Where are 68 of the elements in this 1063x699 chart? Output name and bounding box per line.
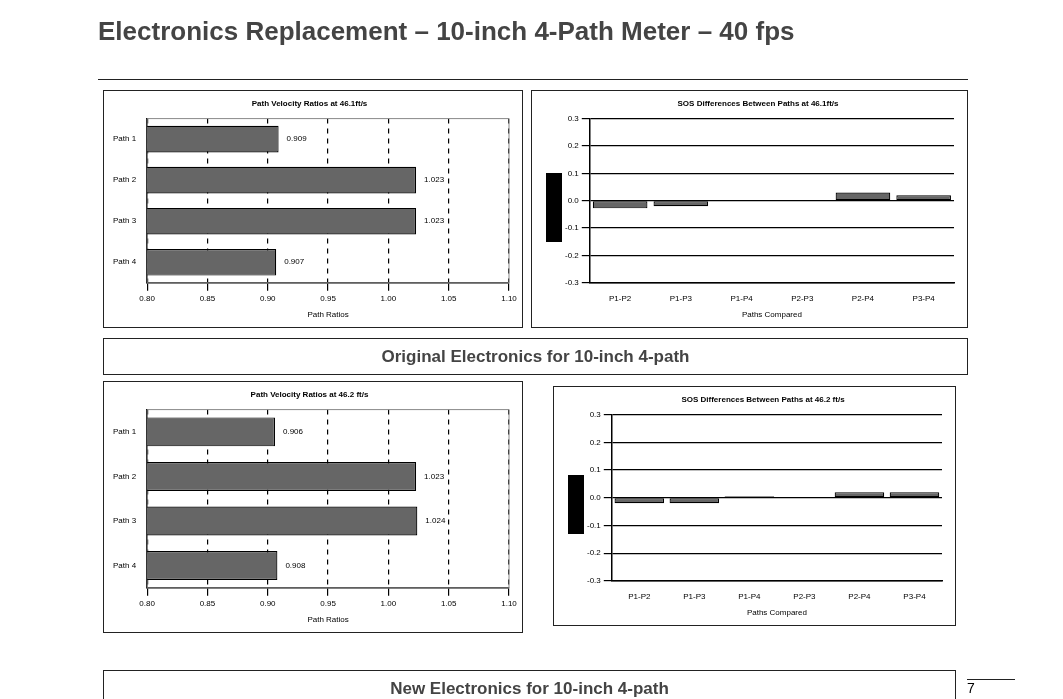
x-axis-title: Paths Compared [741, 310, 802, 320]
data-label: 0.908 [285, 560, 306, 570]
y-tick-label: Path 4 [112, 560, 137, 570]
data-label: 0.906 [282, 427, 304, 437]
data-label: 1.024 [425, 516, 446, 526]
x-tick-label: P1-P3 [669, 293, 693, 303]
y-tick-label: Path 2 [112, 471, 137, 481]
y-tick-label: Path 3 [112, 216, 137, 226]
text: Original Electronics for 10-inch 4-path [381, 346, 690, 367]
y-tick-label: 0.2 [589, 437, 602, 447]
y-tick-label: Path 4 [112, 257, 137, 267]
y-tick-label: Path 1 [112, 427, 137, 437]
x-tick-label: 1.10 [501, 598, 518, 608]
x-tick-label: 1.00 [380, 293, 397, 303]
x-tick-label: 0.80 [139, 293, 156, 303]
chart-title: SOS Differences Between Paths at 46.2 ft/s [681, 395, 846, 404]
x-tick-label: P1-P4 [738, 591, 762, 601]
y-tick-label: 0.1 [567, 168, 580, 178]
text: Electronics Replacement – 10-inch 4-Path Meter – 40 fps [98, 16, 795, 47]
x-tick-label: P1-P3 [683, 591, 707, 601]
text: 7 [967, 679, 1015, 696]
chart-title: Path Velocity Ratios at 46.1ft/s [251, 99, 368, 108]
text: New Electronics for 10-inch 4-path [390, 678, 669, 699]
y-tick-label: 0.3 [589, 409, 602, 419]
x-axis-title: Paths Compared [746, 608, 807, 618]
data-label: 1.023 [424, 175, 445, 185]
y-tick-label: 0.1 [589, 465, 602, 475]
x-tick-label: 0.85 [199, 293, 216, 303]
y-tick-label: -0.2 [564, 250, 580, 260]
x-tick-label: P2-P4 [851, 293, 875, 303]
x-tick-label: 0.95 [320, 598, 337, 608]
x-axis-title: Path Ratios [307, 615, 349, 625]
y-tick-label: -0.1 [586, 520, 602, 530]
data-label: 1.023 [424, 216, 445, 226]
x-tick-label: 1.05 [440, 598, 458, 608]
y-tick-label: -0.3 [586, 576, 602, 585]
y-tick-label: 0.2 [567, 141, 580, 151]
y-tick-label: 0.0 [567, 195, 580, 205]
x-tick-label: P2-P3 [793, 591, 817, 601]
y-tick-label: -0.3 [564, 278, 580, 287]
x-tick-label: 1.00 [380, 598, 397, 608]
chart-title: SOS Differences Between Paths at 46.1ft/s [677, 99, 840, 108]
x-tick-label: 0.80 [139, 598, 156, 608]
chart-title: Path Velocity Ratios at 46.2 ft/s [250, 390, 369, 399]
x-tick-label: 1.10 [501, 293, 518, 303]
x-tick-label: P1-P2 [609, 293, 632, 303]
y-tick-label: 0.0 [589, 492, 602, 502]
data-label: 0.909 [286, 134, 308, 144]
y-tick-label: Path 1 [112, 134, 137, 144]
x-tick-label: P1-P2 [628, 591, 651, 601]
x-tick-label: P3-P4 [912, 293, 936, 303]
data-label: 0.907 [284, 257, 305, 267]
x-tick-label: P3-P4 [903, 591, 927, 601]
x-axis-title: Path Ratios [307, 310, 349, 320]
x-tick-label: 0.85 [199, 598, 216, 608]
x-tick-label: 0.95 [320, 293, 337, 303]
y-tick-label: -0.2 [586, 548, 602, 558]
y-tick-label: -0.1 [564, 223, 580, 233]
x-tick-label: P2-P3 [791, 293, 814, 303]
x-tick-label: 0.90 [259, 293, 277, 303]
y-tick-label: 0.3 [567, 113, 580, 123]
data-label: 1.023 [424, 471, 445, 481]
y-tick-label: Path 2 [112, 175, 137, 185]
x-tick-label: P1-P4 [730, 293, 754, 303]
x-tick-label: 1.05 [440, 293, 458, 303]
x-tick-label: 0.90 [259, 598, 277, 608]
x-tick-label: P2-P4 [848, 591, 872, 601]
y-tick-label: Path 3 [112, 516, 137, 526]
